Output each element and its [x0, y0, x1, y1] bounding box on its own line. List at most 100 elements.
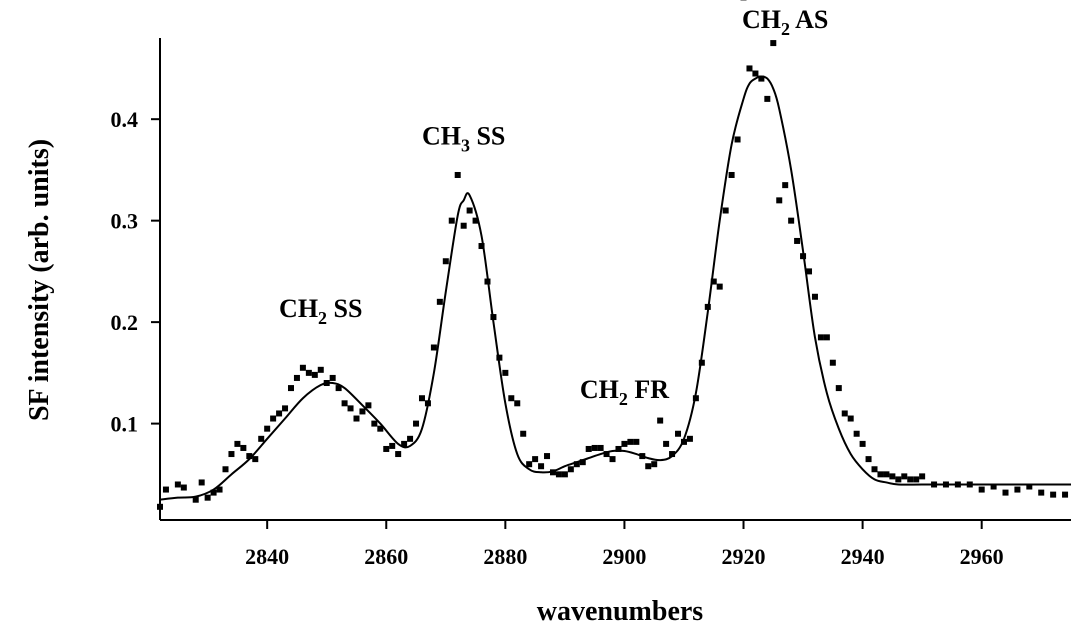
data-point — [258, 435, 265, 442]
data-point — [526, 461, 533, 468]
data-point — [514, 400, 521, 407]
data-point — [597, 444, 604, 451]
data-point — [317, 366, 324, 373]
data-point — [246, 453, 253, 460]
data-point — [216, 486, 223, 493]
data-point — [561, 471, 568, 478]
data-point — [276, 410, 283, 417]
data-point — [496, 354, 503, 361]
data-point — [1038, 489, 1045, 496]
data-point — [913, 476, 920, 483]
data-point — [716, 283, 723, 290]
data-point — [305, 369, 312, 376]
data-point — [758, 75, 765, 82]
data-point — [615, 445, 622, 452]
data-point — [704, 303, 711, 310]
data-point — [413, 420, 420, 427]
data-point — [835, 385, 842, 392]
data-point — [954, 481, 961, 488]
x-ticks: 2840 2860 2880 2900 2920 2940 2960 — [245, 520, 1004, 569]
data-point — [371, 420, 378, 427]
x-tick-label: 2920 — [722, 544, 766, 569]
data-point — [502, 369, 509, 376]
x-tick-label: 2860 — [364, 544, 408, 569]
data-point — [585, 445, 592, 452]
data-point — [746, 65, 753, 72]
data-point — [669, 451, 676, 458]
data-point — [555, 471, 562, 478]
data-point — [710, 278, 717, 285]
data-point — [823, 334, 830, 341]
x-tick-label: 2880 — [483, 544, 527, 569]
data-point — [931, 481, 938, 488]
data-point — [484, 278, 491, 285]
data-point — [418, 395, 425, 402]
data-point — [639, 453, 646, 460]
data-point — [764, 95, 771, 102]
data-point — [353, 415, 360, 422]
data-point — [573, 461, 580, 468]
data-point — [454, 171, 461, 178]
data-point — [222, 466, 229, 473]
data-point — [675, 430, 682, 437]
x-tick-label: 2900 — [602, 544, 646, 569]
data-point — [192, 496, 199, 503]
data-point — [603, 451, 610, 458]
data-point — [210, 489, 217, 496]
data-point — [401, 440, 408, 447]
data-point — [341, 400, 348, 407]
data-point — [377, 425, 384, 432]
data-point — [270, 415, 277, 422]
data-point — [335, 385, 342, 392]
data-point — [651, 461, 658, 468]
data-point — [520, 430, 527, 437]
data-point — [901, 473, 908, 480]
data-point — [299, 364, 306, 371]
data-point — [817, 334, 824, 341]
data-point — [549, 469, 556, 476]
data-point — [680, 438, 687, 445]
data-point — [323, 380, 330, 387]
data-point — [579, 459, 586, 466]
data-point — [645, 463, 652, 470]
data-point — [174, 481, 181, 488]
data-point — [383, 445, 390, 452]
data-point — [811, 293, 818, 300]
data-point — [466, 207, 473, 214]
data-point — [567, 466, 574, 473]
data-point — [389, 442, 396, 449]
data-point — [407, 435, 414, 442]
peak-annotation: CH3 SS — [422, 122, 505, 156]
data-point — [591, 444, 598, 451]
y-ticks: 0.1 0.2 0.3 0.4 — [111, 107, 160, 437]
data-point — [234, 440, 241, 447]
data-point — [919, 473, 926, 480]
annotation-layer: CH2 SS CH3 SS CH2 FR CH2 AS — [279, 5, 828, 409]
data-point — [1062, 491, 1069, 498]
data-point — [157, 503, 163, 510]
y-tick-label: 0.1 — [111, 412, 139, 437]
data-point — [1026, 483, 1033, 490]
data-point — [508, 395, 515, 402]
data-point — [734, 136, 741, 143]
data-point — [1002, 489, 1009, 496]
data-point — [347, 405, 354, 412]
data-point — [877, 471, 884, 478]
data-point — [978, 486, 985, 493]
data-point — [1050, 491, 1057, 498]
data-point — [657, 417, 664, 424]
data-point — [436, 298, 443, 305]
data-point — [966, 481, 973, 488]
data-point — [692, 395, 699, 402]
data-point — [282, 405, 289, 412]
data-point — [472, 217, 479, 224]
data-point — [478, 243, 485, 250]
data-point — [365, 402, 372, 409]
data-point — [490, 314, 497, 321]
data-point — [442, 258, 449, 265]
data-point — [460, 222, 467, 229]
data-point — [889, 473, 896, 480]
x-axis-label: wavenumbers — [537, 596, 704, 627]
data-point — [180, 484, 187, 491]
